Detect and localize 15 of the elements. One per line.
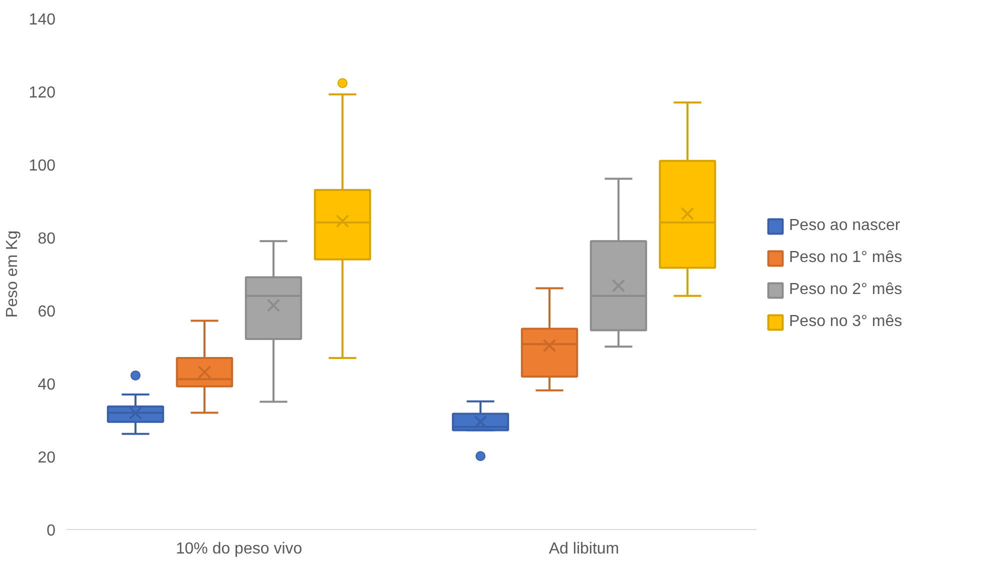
y-tick-label: 80 bbox=[38, 230, 56, 248]
y-tick-label: 120 bbox=[28, 84, 56, 102]
legend-label: Peso no 3° mês bbox=[789, 312, 902, 330]
legend-label: Peso no 2° mês bbox=[789, 280, 902, 298]
y-tick-label: 60 bbox=[38, 304, 56, 320]
legend-label: Peso ao nascer bbox=[789, 216, 900, 234]
y-tick-label: 20 bbox=[38, 450, 56, 466]
y-tick-label: 0 bbox=[46, 522, 56, 540]
y-tick-label: 100 bbox=[28, 158, 56, 174]
x-tick-label: Ad libitum bbox=[548, 540, 620, 558]
y-axis-title: Peso em Kg bbox=[4, 230, 21, 318]
y-tick-label: 40 bbox=[38, 376, 56, 394]
legend-label: Peso no 1° mês bbox=[789, 248, 902, 266]
y-tick-label: 140 bbox=[28, 12, 56, 28]
x-tick-label: 10% do peso vivo bbox=[176, 540, 302, 558]
